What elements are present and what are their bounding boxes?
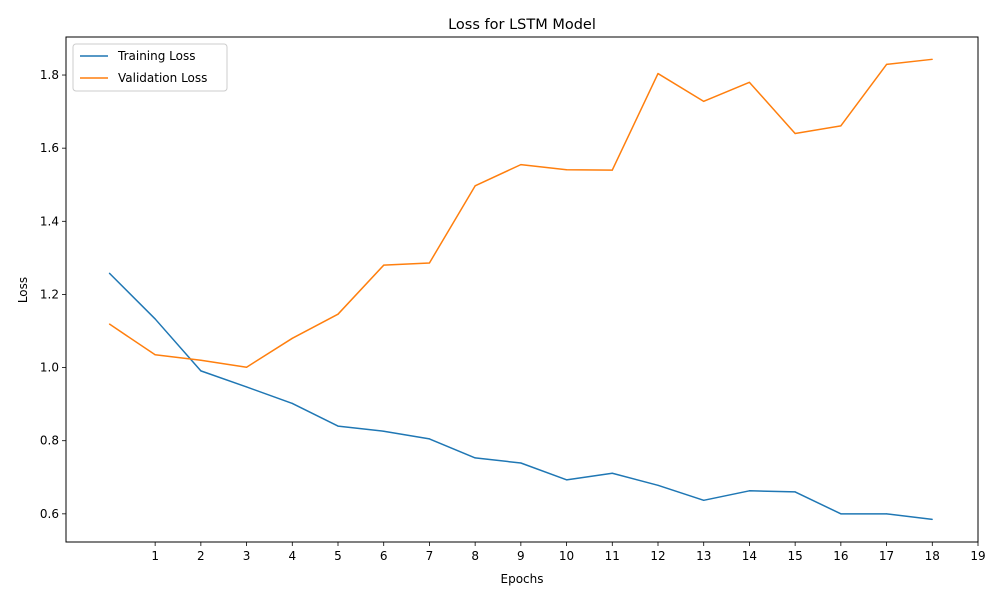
data-point-training-loss bbox=[657, 484, 659, 486]
x-tick-label: 11 bbox=[605, 549, 620, 563]
data-point-training-loss bbox=[840, 513, 842, 515]
y-tick-label: 1.2 bbox=[40, 287, 59, 301]
x-tick-label: 3 bbox=[243, 549, 251, 563]
legend-label-training-loss: Training Loss bbox=[117, 49, 195, 63]
legend-box bbox=[72, 43, 228, 92]
data-point-validation-loss bbox=[565, 169, 568, 171]
legend-label-validation-loss: Validation Loss bbox=[118, 71, 207, 85]
data-point-validation-loss bbox=[611, 169, 613, 171]
data-point-validation-loss bbox=[383, 264, 385, 266]
data-point-training-loss bbox=[245, 386, 248, 388]
y-tick-label: 1.0 bbox=[40, 361, 59, 375]
x-tick-label: 10 bbox=[559, 549, 574, 563]
x-axis-label: Epochs bbox=[501, 572, 544, 586]
x-tick-label: 18 bbox=[925, 549, 940, 563]
y-tick-label: 1.4 bbox=[40, 214, 59, 228]
data-point-training-loss bbox=[383, 430, 385, 432]
y-axis: 0.6 0.8 1.0 1.2 1.4 1.6 1.8 bbox=[40, 68, 66, 521]
data-point-training-loss bbox=[337, 425, 339, 427]
x-tick-label: 1 bbox=[151, 549, 159, 563]
data-point-validation-loss bbox=[108, 323, 111, 325]
data-point-validation-loss bbox=[337, 313, 339, 315]
data-point-validation-loss bbox=[200, 359, 202, 361]
data-point-validation-loss bbox=[428, 262, 431, 264]
legend: Training Loss Validation Loss bbox=[72, 43, 228, 92]
data-point-training-loss bbox=[154, 318, 156, 320]
x-tick-label: 14 bbox=[742, 549, 757, 563]
data-point-training-loss bbox=[794, 491, 796, 493]
x-axis: 1 2 3 4 5 6 7 8 9 10 11 12 13 14 15 16 17 18 19 bbox=[151, 542, 986, 563]
data-point-validation-loss bbox=[520, 164, 522, 166]
data-point-validation-loss bbox=[840, 125, 842, 127]
x-tick-label: 16 bbox=[833, 549, 848, 563]
data-point-validation-loss bbox=[885, 63, 888, 66]
x-tick-label: 7 bbox=[426, 549, 434, 563]
x-tick-label: 4 bbox=[288, 549, 296, 563]
data-point-training-loss bbox=[520, 462, 522, 464]
series-lines bbox=[108, 58, 933, 521]
x-tick-label: 19 bbox=[970, 549, 985, 563]
data-point-training-loss bbox=[931, 518, 933, 520]
y-axis-label: Loss bbox=[16, 277, 30, 303]
data-point-training-loss bbox=[200, 370, 202, 372]
y-tick-label: 1.6 bbox=[40, 141, 59, 155]
data-point-training-loss bbox=[885, 513, 888, 515]
data-point-validation-loss bbox=[154, 354, 156, 356]
data-point-training-loss bbox=[108, 272, 111, 274]
x-tick-label: 12 bbox=[650, 549, 665, 563]
data-point-validation-loss bbox=[657, 72, 659, 75]
x-tick-label: 6 bbox=[380, 549, 388, 563]
x-tick-label: 17 bbox=[879, 549, 894, 563]
x-tick-label: 15 bbox=[788, 549, 803, 563]
x-tick-label: 2 bbox=[197, 549, 205, 563]
data-point-training-loss bbox=[565, 479, 568, 481]
data-point-training-loss bbox=[291, 402, 293, 405]
data-point-training-loss bbox=[748, 490, 751, 492]
x-tick-label: 5 bbox=[334, 549, 342, 563]
y-tick-label: 1.8 bbox=[40, 68, 59, 82]
data-point-training-loss bbox=[611, 472, 613, 474]
y-tick-label: 0.6 bbox=[40, 507, 59, 521]
data-point-validation-loss bbox=[703, 100, 705, 102]
y-tick-label: 0.8 bbox=[40, 434, 59, 448]
x-tick-label: 8 bbox=[471, 549, 479, 563]
plot-area bbox=[65, 36, 979, 543]
data-point-validation-loss bbox=[794, 132, 796, 135]
x-tick-label: 9 bbox=[517, 549, 525, 563]
data-point-validation-loss bbox=[245, 366, 248, 368]
data-point-training-loss bbox=[474, 457, 476, 459]
data-point-validation-loss bbox=[474, 185, 476, 187]
x-tick-label: 13 bbox=[696, 549, 711, 563]
data-point-validation-loss bbox=[291, 337, 293, 339]
data-point-validation-loss bbox=[931, 58, 933, 60]
data-point-training-loss bbox=[703, 499, 705, 501]
chart-title: Loss for LSTM Model bbox=[448, 17, 596, 33]
data-point-training-loss bbox=[428, 438, 431, 440]
data-point-validation-loss bbox=[748, 81, 751, 83]
